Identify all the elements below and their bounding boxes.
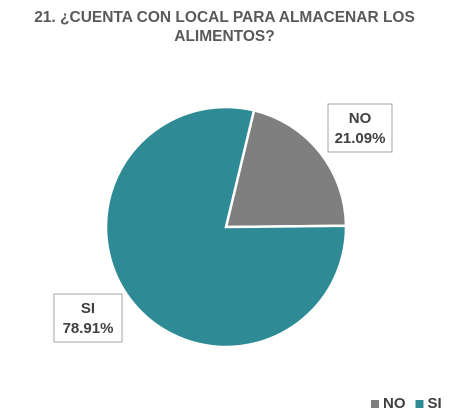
legend-swatch [371, 400, 379, 408]
data-label-box [327, 103, 393, 153]
pie-slice [224, 108, 348, 229]
chart-title: 21. ¿CUENTA CON LOCAL PARA ALMACENAR LOS… [34, 9, 415, 45]
data-label-value: 78.91% [63, 320, 114, 337]
legend-label: SI [428, 395, 442, 412]
data-label-name: NO [349, 110, 372, 127]
data-label-name: SI [81, 300, 95, 317]
legend-swatch [415, 400, 424, 408]
data-label-box [53, 293, 123, 343]
data-label-value: 21.09% [335, 130, 386, 147]
legend-label: NO [383, 395, 406, 412]
pie-slice [104, 105, 348, 349]
